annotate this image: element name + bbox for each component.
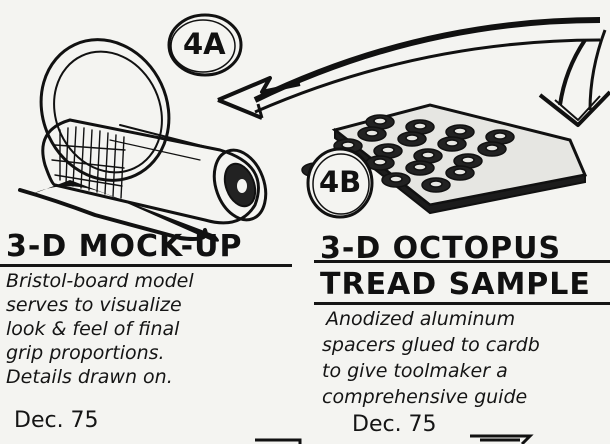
spacer-hole [445, 139, 459, 147]
spacer-hole [485, 144, 499, 152]
spacer-hole [341, 141, 355, 149]
left-heading-rule [0, 264, 292, 267]
spacer-hole [365, 129, 379, 137]
spacer-hole [429, 180, 443, 188]
spacer-hole [381, 146, 395, 154]
left-line-4: grip proportions. [6, 342, 165, 364]
spacer-hole [453, 168, 467, 176]
bottom-fragments [255, 434, 534, 444]
right-line-2: spacers glued to cardb [322, 334, 540, 356]
right-line-1: Anodized aluminum [326, 308, 516, 330]
spacer-hole [389, 175, 403, 183]
spacer-hole [373, 158, 387, 166]
spacer-hole [421, 151, 435, 159]
right-line-3: to give toolmaker a [322, 360, 508, 382]
spacer-hole [405, 134, 419, 142]
grip-mockup-drawing [18, 38, 268, 242]
left-line-2: serves to visualize [6, 294, 182, 316]
spacer-hole [413, 163, 427, 171]
left-date: Dec. 75 [14, 408, 99, 433]
right-date: Dec. 75 [352, 412, 437, 437]
spacer-hole [453, 127, 467, 135]
spacer-hole [493, 132, 507, 140]
spacer-hole [461, 156, 475, 164]
left-line-5: Details drawn on. [6, 366, 173, 388]
right-heading-line-2: TREAD SAMPLE [320, 267, 591, 302]
right-line-4: comprehensive guide [322, 386, 528, 408]
badge-4b-label: 4B [319, 165, 362, 199]
left-line-1: Bristol-board model [6, 270, 194, 292]
spacer-hole [373, 117, 387, 125]
spacer-hole [413, 122, 427, 130]
left-heading: 3-D MOCK-UP [6, 229, 243, 264]
badge-4a-label: 4A [183, 27, 226, 61]
badge-4b [306, 147, 374, 219]
right-heading-rule-2 [314, 302, 610, 305]
left-line-3: look & feel of final [6, 318, 180, 340]
arrow-4a-to-4b [217, 17, 610, 127]
badge-4a [167, 13, 243, 77]
right-heading-rule-1 [314, 260, 610, 263]
right-heading-line-1: 3-D OCTOPUS [320, 231, 562, 266]
